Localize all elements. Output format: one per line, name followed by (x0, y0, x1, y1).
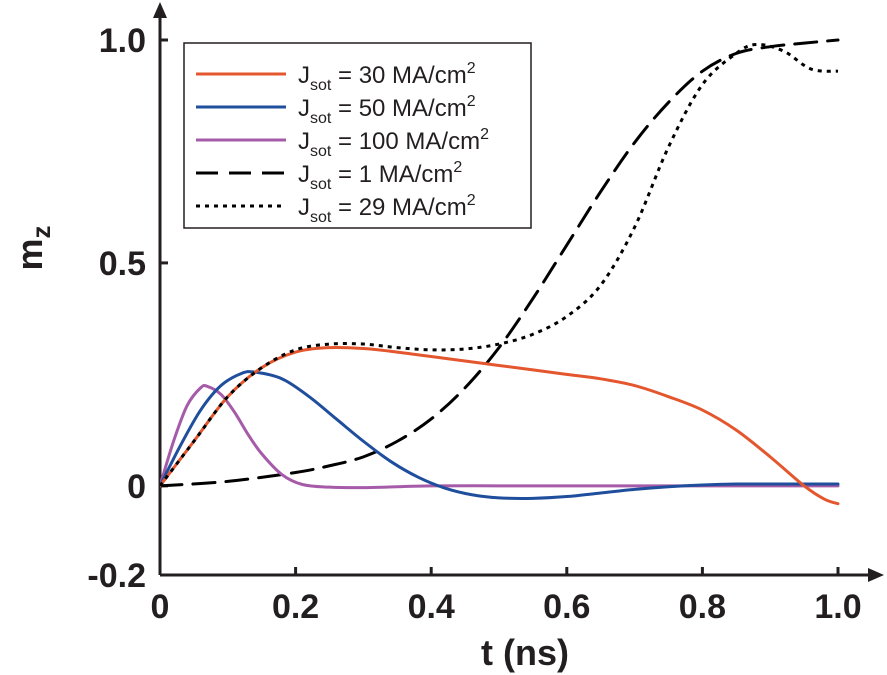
legend-entry-main: J (298, 62, 310, 89)
svg-text:mz: mz (9, 225, 56, 270)
x-tick-label: 0.4 (408, 588, 455, 626)
x-tick-label: 1.0 (814, 588, 861, 626)
legend-entry-0: Jsot = 30 MA/cm2 (298, 60, 476, 94)
legend-entry-sup: 2 (467, 93, 476, 110)
legend-entry-sup: 2 (453, 159, 462, 176)
y-tick-label: 0 (127, 468, 146, 506)
series-line-2 (160, 383, 840, 490)
x-tick-label: 0.8 (679, 588, 726, 626)
legend-entry-sup: 2 (480, 126, 489, 143)
legend-entry-main: J (298, 194, 310, 221)
legend-entry-mid: = 1 MA/cm (331, 161, 453, 188)
legend-entry-main: J (298, 95, 310, 122)
series-line-3 (160, 38, 840, 488)
series-line-0 (160, 345, 840, 506)
legend-entry-sub: sot (310, 110, 332, 127)
legend-entry-sub: sot (310, 209, 332, 226)
y-tick-label: -0.2 (87, 557, 146, 595)
legend-entry-sup: 2 (467, 60, 476, 77)
y-axis-arrow (153, 2, 167, 18)
y-axis-title-main: m (9, 238, 50, 270)
legend-entry-sup: 2 (467, 192, 476, 209)
legend-entry-mid: = 29 MA/cm (331, 194, 466, 221)
ticks: 0 0.2 0.4 0.6 0.8 1.0-0.200.51.0 (87, 22, 861, 626)
legend-entry-mid: = 100 MA/cm (331, 128, 480, 155)
legend-entry-sub: sot (310, 176, 332, 193)
x-tick-label: 0 (151, 588, 170, 626)
legend-entry-sub: sot (310, 143, 332, 160)
legend-entry-sub: sot (310, 77, 332, 94)
y-axis-title-sub: z (26, 225, 56, 238)
x-tick-label: 0.6 (543, 588, 590, 626)
y-axis-title: mz (9, 225, 56, 270)
x-tick-label: 0.2 (272, 588, 319, 626)
series-line-1 (160, 370, 840, 500)
legend-entry-main: J (298, 128, 310, 155)
legend-entry-1: Jsot = 50 MA/cm2 (298, 93, 476, 127)
x-axis-title: t (ns) (481, 632, 569, 673)
y-tick-label: 0.5 (99, 245, 146, 283)
legend-entry-mid: = 50 MA/cm (331, 95, 466, 122)
legend-entry-main: J (298, 161, 310, 188)
series-line-4 (160, 42, 839, 487)
x-axis-arrow (868, 568, 884, 582)
legend-entry-mid: = 30 MA/cm (331, 62, 466, 89)
legend-entry-3: Jsot = 1 MA/cm2 (298, 159, 462, 193)
legend-entry-2: Jsot = 100 MA/cm2 (298, 126, 489, 160)
series-layer (160, 38, 840, 506)
legend-entry-4: Jsot = 29 MA/cm2 (298, 192, 476, 226)
y-tick-label: 1.0 (99, 22, 146, 60)
